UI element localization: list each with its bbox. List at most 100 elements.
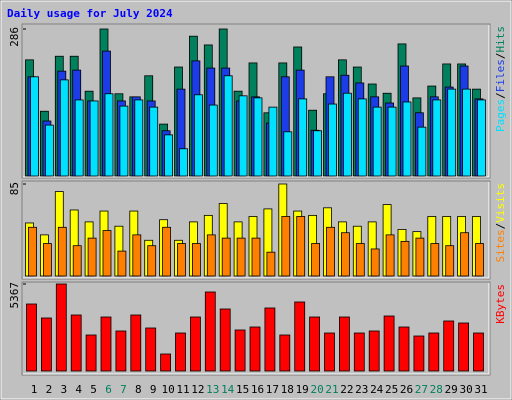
x-tick-label: 31 — [474, 383, 487, 396]
legend-separator: / — [494, 223, 507, 230]
bar — [417, 126, 427, 177]
bar — [313, 130, 323, 177]
bar — [477, 99, 486, 177]
x-tick-label: 12 — [191, 383, 204, 396]
bar — [219, 308, 231, 372]
x-tick-label: 21 — [325, 383, 338, 396]
bar — [430, 243, 440, 277]
bar — [28, 226, 37, 277]
bar — [266, 251, 276, 277]
bar — [147, 245, 157, 277]
x-tick-label: 2 — [46, 383, 53, 396]
bar — [460, 232, 470, 277]
bar — [87, 237, 97, 277]
panel-bevel — [23, 283, 490, 375]
bar — [191, 243, 201, 277]
bar — [357, 98, 367, 177]
legend-separator: / — [494, 92, 507, 99]
bar — [383, 315, 395, 372]
bar — [204, 291, 216, 372]
bar — [309, 316, 321, 372]
x-tick-label: 10 — [161, 383, 174, 396]
bar — [249, 326, 261, 372]
bar — [324, 332, 335, 372]
bar — [43, 243, 52, 277]
x-tick-label: 30 — [459, 383, 472, 396]
x-tick-label: 7 — [120, 383, 127, 396]
bar — [415, 237, 425, 277]
bar — [372, 106, 382, 177]
bar — [251, 237, 261, 277]
bar — [57, 226, 67, 277]
bar — [253, 97, 263, 177]
bar — [342, 92, 352, 177]
bar — [189, 316, 201, 372]
bar — [398, 326, 410, 372]
bar — [279, 334, 291, 372]
bar — [298, 98, 308, 177]
bar — [208, 104, 218, 177]
y-tick-label: 85 — [8, 182, 21, 195]
x-tick-label: 18 — [281, 383, 294, 396]
x-tick-label: 6 — [105, 383, 112, 396]
bar — [41, 317, 52, 372]
bar — [132, 234, 142, 277]
bar — [130, 314, 142, 372]
bar — [447, 88, 457, 177]
x-tick-label: 19 — [296, 383, 309, 396]
x-tick-label: 3 — [60, 383, 67, 396]
bar — [402, 101, 412, 177]
y-tick-label: 286 — [8, 27, 21, 47]
x-tick-label: 29 — [445, 383, 458, 396]
legend-separator: / — [494, 53, 507, 60]
bar — [268, 106, 278, 177]
x-tick-label: 22 — [340, 383, 353, 396]
bar — [45, 124, 54, 177]
bar — [89, 100, 99, 177]
bar — [179, 148, 188, 177]
bar — [59, 79, 69, 177]
bar — [162, 226, 172, 277]
legend-entry: Hits — [494, 26, 507, 53]
bar — [340, 232, 350, 277]
bar — [134, 99, 144, 177]
bar — [428, 332, 440, 372]
x-tick-label: 1 — [31, 383, 38, 396]
x-tick-label: 14 — [221, 383, 235, 396]
x-tick-label: 5 — [90, 383, 97, 396]
bar — [206, 234, 216, 277]
legend-entry: Files — [494, 59, 507, 92]
bar — [175, 332, 186, 372]
bar — [115, 330, 127, 372]
x-tick-label: 26 — [400, 383, 413, 396]
chart-title: Daily usage for July 2024 — [7, 7, 173, 20]
legend-entry: Pages — [494, 99, 507, 132]
x-tick-label: 28 — [430, 383, 443, 396]
panel-bevel — [23, 25, 490, 178]
bar — [74, 99, 84, 177]
bar — [26, 303, 37, 372]
bar — [236, 237, 246, 277]
x-tick-label: 24 — [370, 383, 384, 396]
bar — [264, 307, 276, 372]
bar — [443, 320, 455, 372]
legend-entry: Visits — [494, 183, 507, 223]
bar — [102, 230, 112, 277]
legend-entry: KBytes — [494, 284, 507, 324]
x-tick-label: 23 — [355, 383, 368, 396]
bar — [475, 243, 484, 277]
x-tick-label: 9 — [150, 383, 157, 396]
bar — [413, 335, 425, 372]
bar — [473, 332, 484, 372]
bar — [385, 234, 395, 277]
panel-bevel — [23, 182, 490, 279]
bar — [160, 353, 172, 372]
bar — [223, 75, 233, 177]
y-tick-label: 5367 — [8, 282, 21, 309]
bar — [193, 94, 203, 177]
bar — [149, 106, 159, 177]
bar — [177, 243, 186, 277]
bar — [283, 131, 293, 177]
bar — [145, 327, 157, 372]
